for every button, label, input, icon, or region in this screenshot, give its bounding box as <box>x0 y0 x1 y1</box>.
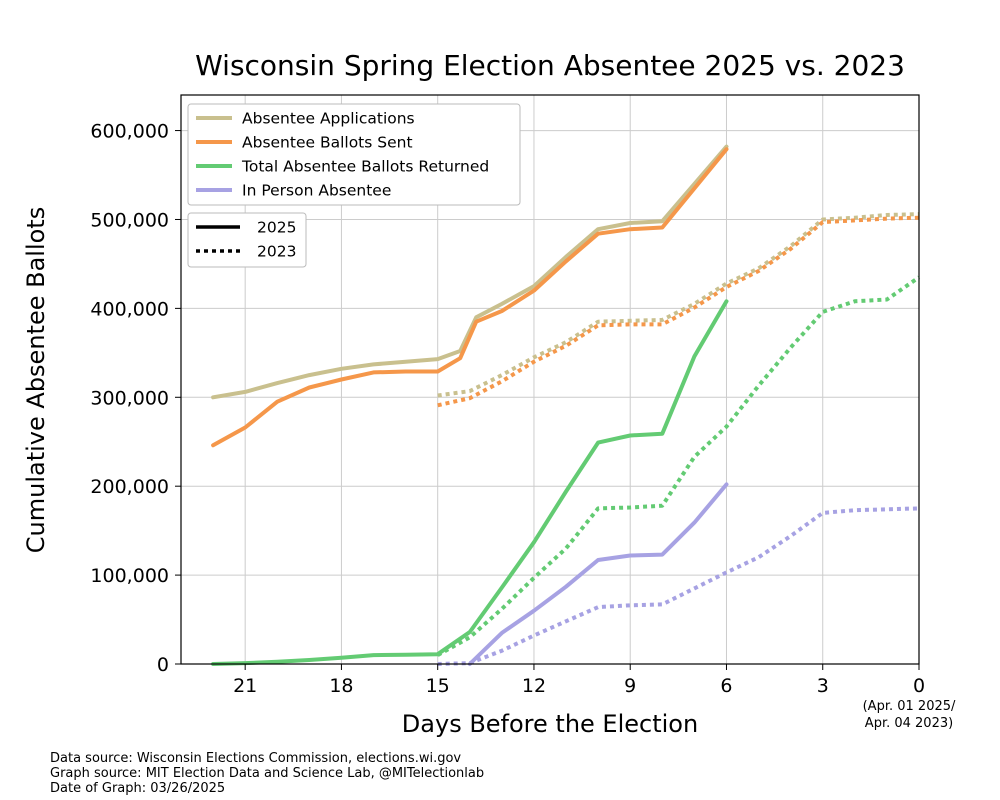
legend-years: 2025 2023 <box>187 212 307 268</box>
series-line-in-person-absentee-2023 <box>437 506 920 666</box>
y-tick-label: 400,000 <box>90 298 169 320</box>
x-axis-label: Days Before the Election <box>402 710 698 738</box>
series-line-absentee-applications-2023 <box>437 212 920 398</box>
y-axis-label: Cumulative Absentee Ballots <box>22 207 50 553</box>
legend-year-label: 2025 <box>257 219 296 237</box>
x-tick-label: 12 <box>522 675 546 697</box>
series-line-absentee-applications-2025 <box>211 144 729 400</box>
series-line-absentee-ballots-sent-2023 <box>437 215 920 408</box>
legend-box <box>187 103 521 206</box>
x-tick-label: 15 <box>426 675 450 697</box>
legend-series: Absentee Applications Absentee Ballots Se… <box>187 103 521 206</box>
plot-frame <box>180 94 920 665</box>
y-tick-label: 500,000 <box>90 209 169 231</box>
x-end-note-line1: (Apr. 01 2025/ <box>863 699 956 714</box>
legend-label: Absentee Ballots Sent <box>242 134 413 152</box>
x-tick-label: 3 <box>817 675 829 697</box>
y-tick-label: 300,000 <box>90 387 169 409</box>
legend-label: In Person Absentee <box>242 182 391 200</box>
footer-date: Date of Graph: 03/26/2025 <box>50 781 226 796</box>
y-tick-label: 0 <box>157 654 169 676</box>
grid <box>181 95 920 665</box>
y-tick-label: 100,000 <box>90 565 169 587</box>
x-tick-label: 21 <box>233 675 257 697</box>
x-tick-label: 9 <box>624 675 636 697</box>
series-line-total-absentee-ballots-returned-2025 <box>211 299 729 666</box>
footer: Data source: Wisconsin Elections Commiss… <box>50 751 484 796</box>
series-line-in-person-absentee-2025 <box>467 482 729 666</box>
x-tick-label: 6 <box>720 675 732 697</box>
x-tick-label: 0 <box>913 675 925 697</box>
chart-title: Wisconsin Spring Election Absentee 2025 … <box>195 49 905 82</box>
x-tick-label: 18 <box>329 675 353 697</box>
legend-year-label: 2023 <box>257 243 296 261</box>
ticks: 21 18 15 12 9 6 3 0 0 100,000 200,000 300,000 400,00… <box>90 121 925 697</box>
footer-data-source: Data source: Wisconsin Elections Commiss… <box>50 751 462 766</box>
y-tick-label: 200,000 <box>90 476 169 498</box>
legend-label: Total Absentee Ballots Returned <box>241 158 489 176</box>
series-line-total-absentee-ballots-returned-2023 <box>436 275 921 657</box>
y-tick-label: 600,000 <box>90 121 169 143</box>
legend-label: Absentee Applications <box>242 110 415 128</box>
series-lines <box>211 144 921 666</box>
footer-graph-source: Graph source: MIT Election Data and Scie… <box>50 766 485 781</box>
x-end-note-line2: Apr. 04 2023) <box>865 716 953 731</box>
series-line-absentee-ballots-sent-2025 <box>211 147 729 448</box>
